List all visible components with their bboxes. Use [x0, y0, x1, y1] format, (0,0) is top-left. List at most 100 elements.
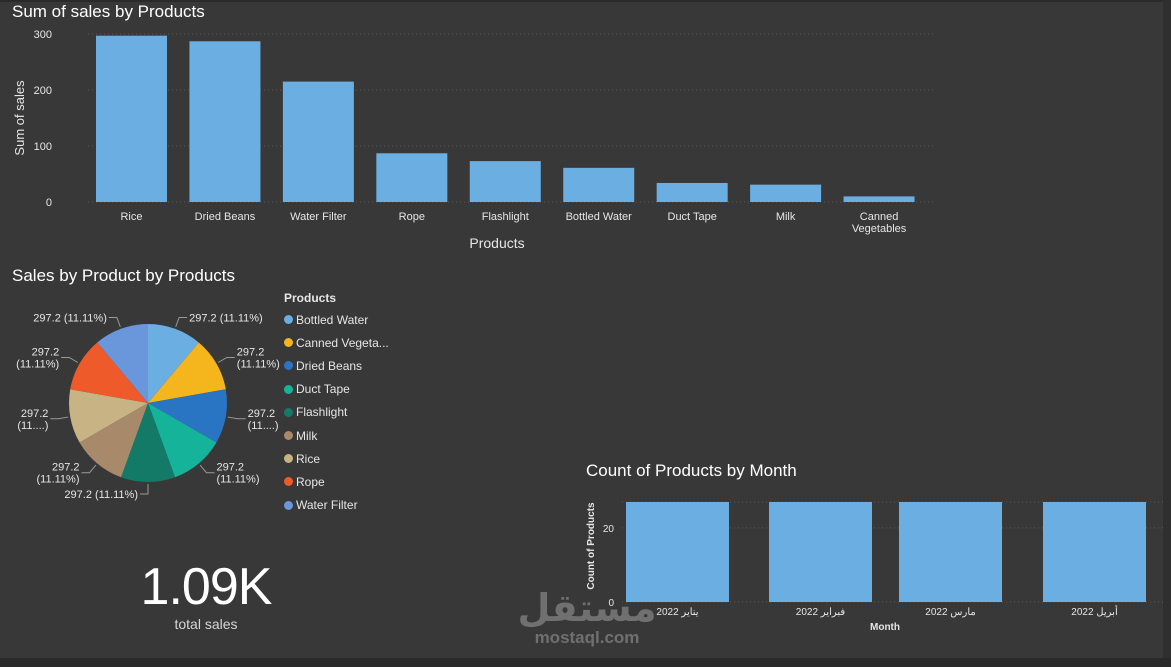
- legend-label: Rice: [296, 451, 321, 466]
- legend-marker: [284, 454, 293, 464]
- legend-item[interactable]: Water Filter: [284, 494, 389, 517]
- bar-water-filter: [282, 81, 354, 202]
- legend-label: Dried Beans: [296, 358, 363, 373]
- legend-marker: [284, 431, 293, 441]
- y-axis-label: Count of Products: [586, 502, 597, 590]
- pie-data-label: 297.2: [21, 408, 49, 420]
- pie-slice-rope: [70, 342, 148, 403]
- x-tick-label: Duct Tape: [668, 211, 717, 223]
- pie-leader-line: [81, 464, 97, 474]
- x-axis-label: Products: [469, 235, 524, 251]
- top-border: [0, 0, 1171, 2]
- legend-item[interactable]: Flashlight: [284, 401, 389, 424]
- legend-marker: [284, 407, 293, 417]
- x-tick-label: مارس 2022: [925, 607, 975, 618]
- x-tick-label: يناير 2022: [656, 607, 698, 618]
- pie-legend-title: Products: [284, 291, 337, 305]
- x-tick-label: Flashlight: [482, 211, 529, 223]
- legend-item[interactable]: Bottled Water: [284, 308, 389, 331]
- month-chart-title: Count of Products by Month: [586, 461, 797, 480]
- x-tick-label: أبريل 2022: [1071, 605, 1118, 618]
- pie-slice-duct-tape: [148, 403, 217, 478]
- x-tick-label: Rice: [120, 211, 142, 223]
- legend-item[interactable]: Dried Beans: [284, 354, 389, 377]
- pie-slice-canned-vegeta-: [148, 342, 226, 403]
- pie-data-label: 297.2 (11.11%): [189, 312, 263, 324]
- y-tick-label: 20: [603, 524, 615, 535]
- y-tick-label: 300: [34, 29, 52, 41]
- watermark-arabic: مستقل: [517, 586, 657, 630]
- watermark-latin: mostaql.com: [534, 628, 640, 647]
- pie-slice-water-filter: [97, 324, 148, 403]
- legend-marker: [284, 338, 293, 348]
- sales-by-products-chart[interactable]: 0 100 200 300 Sum of sales Rice Dried Beans Wat…: [0, 22, 940, 258]
- x-axis-label: Month: [870, 622, 900, 633]
- legend-marker: [284, 477, 293, 487]
- legend-marker: [284, 384, 293, 394]
- pie-data-label: (11.11%): [16, 359, 59, 371]
- month-bar: [899, 502, 1002, 602]
- x-tick-label: Milk: [776, 211, 796, 223]
- y-axis-label: Sum of sales: [12, 80, 27, 156]
- pie-legend: Products Bottled Water Canned Vegeta... Dr…: [284, 291, 389, 517]
- pie-data-label: (11.11%): [216, 474, 259, 486]
- legend-item[interactable]: Duct Tape: [284, 378, 389, 401]
- total-sales-card[interactable]: 1.09K total sales: [100, 558, 312, 632]
- pie-data-label: 297.2: [216, 462, 244, 474]
- sales-by-product-pie-chart[interactable]: 297.2 (11.11%)297.2(11.11%)297.2(11....)…: [0, 290, 282, 502]
- legend-item[interactable]: Canned Vegeta...: [284, 331, 389, 354]
- y-tick-label: 0: [608, 598, 614, 609]
- card-value: 1.09K: [140, 558, 273, 616]
- legend-label: Water Filter: [296, 498, 358, 513]
- bar-chart-title: Sum of sales by Products: [12, 2, 205, 21]
- pie-slice-flashlight: [120, 403, 176, 482]
- month-bar: [626, 502, 729, 602]
- legend-item[interactable]: Rope: [284, 470, 389, 493]
- y-tick-label: 100: [34, 141, 52, 153]
- pie-leader-line: [50, 416, 69, 420]
- bar-milk: [750, 184, 822, 202]
- legend-label: Flashlight: [296, 405, 348, 420]
- pie-leader-line: [61, 357, 79, 363]
- pie-data-label: 297.2: [52, 462, 80, 474]
- x-tick-label: Vegetables: [852, 223, 907, 235]
- pie-data-label: (11....): [17, 420, 48, 432]
- count-by-month-chart[interactable]: 0 20 Count of Products يناير 2022 فبراير 202…: [580, 486, 1163, 636]
- legend-item[interactable]: Milk: [284, 424, 389, 447]
- pie-data-label: 297.2 (11.11%): [33, 312, 107, 324]
- x-tick-label: Rope: [399, 211, 425, 223]
- right-scroll-edge: [1163, 0, 1171, 667]
- pie-slice-bottled-water: [148, 324, 199, 403]
- bar-duct-tape: [656, 182, 728, 202]
- legend-label: Milk: [296, 428, 318, 443]
- bar-rope: [376, 153, 448, 202]
- bar-bottled-water: [563, 167, 635, 202]
- legend-label: Canned Vegeta...: [296, 335, 389, 350]
- pie-data-label: (11.11%): [36, 474, 79, 486]
- pie-chart-title: Sales by Product by Products: [12, 266, 236, 285]
- pie-leader-line: [108, 316, 121, 328]
- pie-data-label: 297.2: [237, 347, 265, 359]
- pie-slice-rice: [69, 389, 148, 443]
- pie-data-label: 297.2: [32, 347, 60, 359]
- pie-data-label: (11.11%): [237, 359, 280, 371]
- pie-leader-line: [227, 416, 246, 420]
- pie-data-label: (11....): [248, 420, 279, 432]
- pie-data-label: 297.2 (11.11%): [64, 489, 138, 501]
- pie-leader-line: [199, 464, 215, 474]
- month-bar: [769, 502, 872, 602]
- legend-marker: [284, 500, 293, 510]
- x-tick-label: فبراير 2022: [796, 607, 846, 618]
- card-label: total sales: [174, 616, 238, 632]
- pie-leader-line: [140, 484, 149, 495]
- bar-flashlight: [469, 161, 541, 202]
- x-tick-label: Dried Beans: [195, 211, 256, 223]
- pie-leader-line: [217, 357, 235, 363]
- y-tick-label: 0: [46, 197, 52, 209]
- pie-slice-milk: [79, 403, 148, 478]
- watermark-logo: مستقل mostaql.com: [512, 588, 662, 648]
- legend-item[interactable]: Rice: [284, 447, 389, 470]
- y-tick-label: 200: [34, 85, 52, 97]
- month-bar: [1043, 502, 1146, 602]
- legend-marker: [284, 315, 293, 325]
